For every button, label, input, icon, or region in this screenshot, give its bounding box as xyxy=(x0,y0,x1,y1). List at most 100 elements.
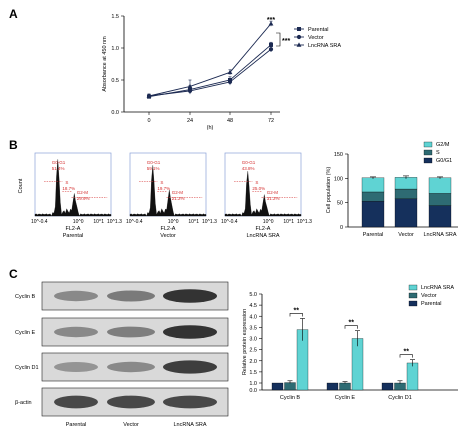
bar-vector xyxy=(284,382,296,391)
gate-value-g0g1: 59.1% xyxy=(147,166,160,171)
blot-lane-label: Parental xyxy=(66,422,87,428)
blot-row-label: Cyclin E xyxy=(15,330,36,336)
flow-x-tick: 10^-0.4 xyxy=(31,219,48,225)
series-line-square xyxy=(148,44,272,98)
flow-sample-name: Parental xyxy=(63,233,84,239)
blot-band xyxy=(54,326,98,338)
panel-a-line-chart: 0.0 0.5 1.0 1.5 0 24 48 72 (h) Absorbance at 450 … xyxy=(102,14,341,131)
series-line-triangle xyxy=(148,23,272,97)
bar-g2m xyxy=(394,177,418,190)
blot-band xyxy=(54,290,98,302)
gate-value-g2m: 31.2% xyxy=(267,196,280,201)
x-tick-label: Cyclin E xyxy=(335,395,356,401)
legend-swatch xyxy=(423,141,433,148)
panel-c-letter: C xyxy=(9,267,18,281)
legend-label: G2/M xyxy=(436,142,450,148)
panel-b-letter: B xyxy=(9,138,18,152)
blot-lane-label: Vector xyxy=(123,422,139,428)
gate-label-g2m: G2-M xyxy=(172,190,184,195)
data-point xyxy=(269,42,273,47)
gate-label-s: S xyxy=(65,180,68,185)
x-tick-label: 48 xyxy=(227,118,233,124)
legend-label: S xyxy=(436,150,440,156)
blot-row-label: β-actin xyxy=(15,400,32,406)
blot-band xyxy=(163,325,217,339)
y-axis-label: Cell population (%) xyxy=(326,167,332,214)
data-point xyxy=(187,83,193,89)
gate-value-g2m: 29.9% xyxy=(77,196,90,201)
bar-g0g1 xyxy=(361,201,385,228)
legend-label: Parental xyxy=(421,301,442,307)
gate-label-g2m: G2-M xyxy=(267,190,279,195)
flow-histogram xyxy=(34,159,112,217)
gate-label-g0g1: G0-G1 xyxy=(147,160,161,165)
flow-x-tick: 10^1.3 xyxy=(297,219,312,225)
y-tick-label: 1.5 xyxy=(111,14,119,20)
bar-g0g1 xyxy=(394,198,418,228)
gate-label-g2m: G2-M xyxy=(77,190,89,195)
legend-label: LncRNA SRA xyxy=(308,43,341,49)
flow-x-tick: 10^1.3 xyxy=(202,219,217,225)
legend-swatch xyxy=(408,292,418,299)
flow-x-tick: 10^0 xyxy=(73,219,84,225)
gate-label-g0g1: G0-G1 xyxy=(52,160,66,165)
bar-parental xyxy=(381,382,394,391)
blot-row-label: Cyclin D1 xyxy=(15,365,39,371)
y-tick-label: 0.0 xyxy=(249,388,257,394)
flow-x-tick: 10^0 xyxy=(168,219,179,225)
flow-sample-name: LncRNA SRA xyxy=(246,233,279,239)
blot-band xyxy=(54,362,98,372)
y-tick-label: 0 xyxy=(340,225,343,231)
bar-s xyxy=(361,191,385,202)
legend-swatch xyxy=(408,284,418,291)
bar-lncrna-sra xyxy=(406,362,419,391)
legend-swatch xyxy=(423,149,433,156)
gate-value-g2m: 21.2% xyxy=(172,196,185,201)
legend-swatch xyxy=(423,157,433,164)
series-line-circle xyxy=(148,48,272,97)
y-tick-label: 3.5 xyxy=(249,325,257,331)
y-tick-label: 2.0 xyxy=(249,359,257,365)
panel-c-bar-chart: 0.01.0 1.5 2.0 2.5 3.0 3.5 4.0 4.5 5.0 Relative p… xyxy=(242,284,458,401)
gate-label-g0g1: G0-G1 xyxy=(242,160,256,165)
data-point xyxy=(227,79,233,85)
x-axis-label: (h) xyxy=(207,125,214,131)
flow-x-label: FL2-A xyxy=(161,226,176,232)
blot-band xyxy=(163,395,217,409)
legend-marker xyxy=(296,34,302,40)
flow-histogram xyxy=(224,171,302,217)
y-tick-label: 2.5 xyxy=(249,348,257,354)
y-tick-label: 1.0 xyxy=(111,46,119,52)
flow-x-tick: 10^1 xyxy=(93,219,104,225)
significance-label: ** xyxy=(404,349,410,356)
data-point xyxy=(268,21,274,26)
y-axis-label: Relative protein expression xyxy=(242,309,248,375)
flow-y-label: Count xyxy=(18,178,24,193)
y-tick-label: 0.5 xyxy=(111,78,119,84)
bar-g2m xyxy=(428,177,452,194)
legend-label: Vector xyxy=(308,35,324,41)
x-tick-label: 24 xyxy=(187,118,193,124)
significance-bracket xyxy=(289,313,303,317)
y-axis-label: Absorbance at 450 nm xyxy=(102,36,108,92)
legend-label: Parental xyxy=(308,27,329,33)
y-tick-label: 1.5 xyxy=(249,370,257,376)
bar-s xyxy=(428,193,452,206)
x-tick-label: LncRNA SRA xyxy=(423,232,456,238)
x-tick-label: Cyclin B xyxy=(280,395,301,401)
y-tick-label: 50 xyxy=(337,201,343,207)
y-tick-label: 150 xyxy=(334,152,343,158)
x-tick-label: Cyclin D1 xyxy=(388,395,412,401)
y-tick-label: 0.0 xyxy=(111,110,119,116)
legend-label: LncRNA SRA xyxy=(421,285,454,291)
significance-side: *** xyxy=(282,38,290,45)
data-point xyxy=(146,93,152,98)
blot-band xyxy=(107,290,155,302)
flow-x-tick: 10^-0.4 xyxy=(126,219,143,225)
significance-label: ** xyxy=(349,320,355,327)
gate-value-s: 18.7% xyxy=(62,186,75,191)
y-tick-label: 4.5 xyxy=(249,303,257,309)
significance-bracket xyxy=(399,354,413,358)
significance-bracket xyxy=(276,32,281,47)
